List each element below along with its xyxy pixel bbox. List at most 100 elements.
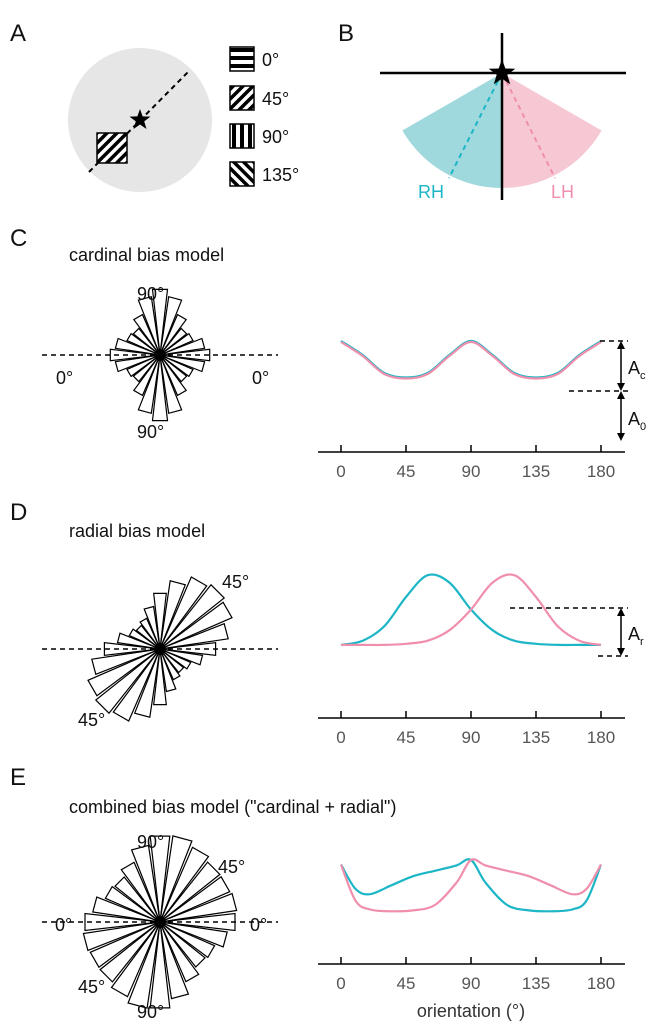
rose-petal: [149, 835, 171, 923]
rose-e-label-left: 0°: [55, 915, 72, 935]
panel-a: A 0° 45° 90° 135°: [10, 20, 299, 192]
rose-petal: [99, 921, 161, 983]
x-tick-label: 90: [462, 974, 481, 993]
rose-plot-e: [42, 835, 278, 1009]
panel-letter-a: A: [10, 20, 26, 47]
legend-label-135: 135°: [262, 165, 299, 185]
grating-0-icon: [229, 46, 255, 72]
rose-petal: [91, 648, 161, 676]
tuning-chart-e: 0 45 90 135 180: [318, 858, 625, 993]
series-line-lh: [341, 573, 602, 647]
ar-label: Ar: [628, 624, 644, 648]
rose-petal: [143, 605, 161, 650]
x-tick-label: 45: [397, 974, 416, 993]
legend-label-45: 45°: [262, 89, 289, 109]
rh-field-wedge: [402, 73, 502, 188]
rose-petal: [112, 648, 161, 722]
panel-e: E combined bias model ("cardinal + radia…: [10, 764, 625, 1022]
panel-letter-d: D: [10, 499, 27, 526]
rose-petal: [159, 337, 206, 356]
rose-petal: [159, 583, 226, 650]
rose-petal: [159, 622, 229, 650]
x-tick-label: 0: [336, 974, 345, 993]
rose-d-label-bottom: 45°: [78, 710, 105, 730]
panel-letter-e: E: [10, 764, 26, 791]
rose-petal: [159, 648, 204, 666]
x-tick-label: 135: [522, 974, 550, 993]
rose-petal: [114, 876, 161, 923]
legend-label-0: 0°: [262, 50, 279, 70]
rose-plot-d: [42, 576, 278, 722]
rose-plot-c: [42, 288, 278, 422]
panel-letter-b: B: [338, 20, 354, 47]
rose-petal: [159, 835, 193, 923]
rose-petal: [159, 295, 183, 356]
lh-field-wedge: [502, 73, 602, 188]
rose-petal: [159, 921, 190, 1000]
rose-petal: [132, 354, 161, 383]
legend-label-90: 90°: [262, 127, 289, 147]
panel-c: C cardinal bias model 90° 90° 0° 0° 0 45 9…: [10, 225, 646, 481]
rose-petal: [159, 354, 188, 383]
rose-petal: [89, 921, 161, 969]
rose-c-label-bottom: 90°: [137, 422, 164, 442]
rose-petal: [127, 921, 161, 1009]
rose-c-label-right: 0°: [252, 368, 269, 388]
grating-stimulus: [96, 132, 128, 164]
model-title-e: combined bias model ("cardinal + radial"…: [69, 797, 396, 817]
rose-petal: [82, 921, 161, 952]
rose-petal: [126, 332, 161, 356]
rose-petal: [159, 861, 221, 923]
x-tick-label: 180: [587, 462, 615, 481]
panel-letter-c: C: [10, 225, 27, 252]
rose-petal: [159, 576, 208, 650]
rose-c-label-top: 90°: [137, 284, 164, 304]
model-title-d: radial bias model: [69, 521, 205, 541]
rose-petal: [151, 354, 169, 422]
rose-petal: [159, 921, 228, 948]
rose-petal: [159, 332, 194, 356]
tuning-chart-c: 0 45 90 135 180: [318, 339, 625, 481]
rose-petal: [84, 912, 161, 932]
rose-petal: [159, 348, 211, 362]
rose-petal: [159, 921, 206, 968]
rose-petal: [132, 354, 161, 397]
rose-d-label-top: 45°: [222, 572, 249, 592]
rose-petal: [94, 648, 161, 715]
grating-135-icon: [229, 161, 255, 187]
rose-petal: [153, 592, 167, 650]
rose-petal: [151, 288, 169, 356]
x-tick-label: 0: [336, 462, 345, 481]
x-axis-label: orientation (°): [417, 1001, 525, 1021]
rose-e-label-bottom: 90°: [137, 1002, 164, 1022]
model-title-c: cardinal bias model: [69, 245, 224, 265]
rose-petal: [87, 648, 161, 697]
panel-d: D radial bias model 45° 45° 0 45 90 135 180 …: [10, 499, 644, 747]
rose-petal: [159, 846, 210, 923]
rose-petal: [132, 313, 161, 356]
rose-petal: [149, 921, 171, 1009]
grating-45-icon: [229, 85, 255, 111]
grating-90-icon: [229, 123, 255, 149]
x-tick-label: 135: [522, 462, 550, 481]
rose-e-label-top: 90°: [137, 832, 164, 852]
x-tick-label: 45: [397, 728, 416, 747]
rose-petal: [116, 632, 161, 650]
x-tick-label: 45: [397, 462, 416, 481]
tuning-chart-d: 0 45 90 135 180: [318, 573, 625, 747]
rose-petal: [130, 844, 161, 923]
rose-petal: [159, 354, 206, 373]
polar-angle-line: [88, 69, 191, 173]
rose-petal: [104, 885, 161, 923]
rose-petal: [114, 354, 161, 373]
rose-petal: [159, 601, 233, 650]
rose-petal: [132, 327, 161, 356]
rose-petal: [159, 354, 194, 378]
rose-petal: [137, 354, 161, 415]
rose-petal: [92, 896, 161, 923]
series-line-lh: [339, 858, 602, 913]
x-tick-label: 180: [587, 974, 615, 993]
x-tick-label: 135: [522, 728, 550, 747]
rose-petal: [126, 354, 161, 378]
rose-petal: [137, 295, 161, 356]
